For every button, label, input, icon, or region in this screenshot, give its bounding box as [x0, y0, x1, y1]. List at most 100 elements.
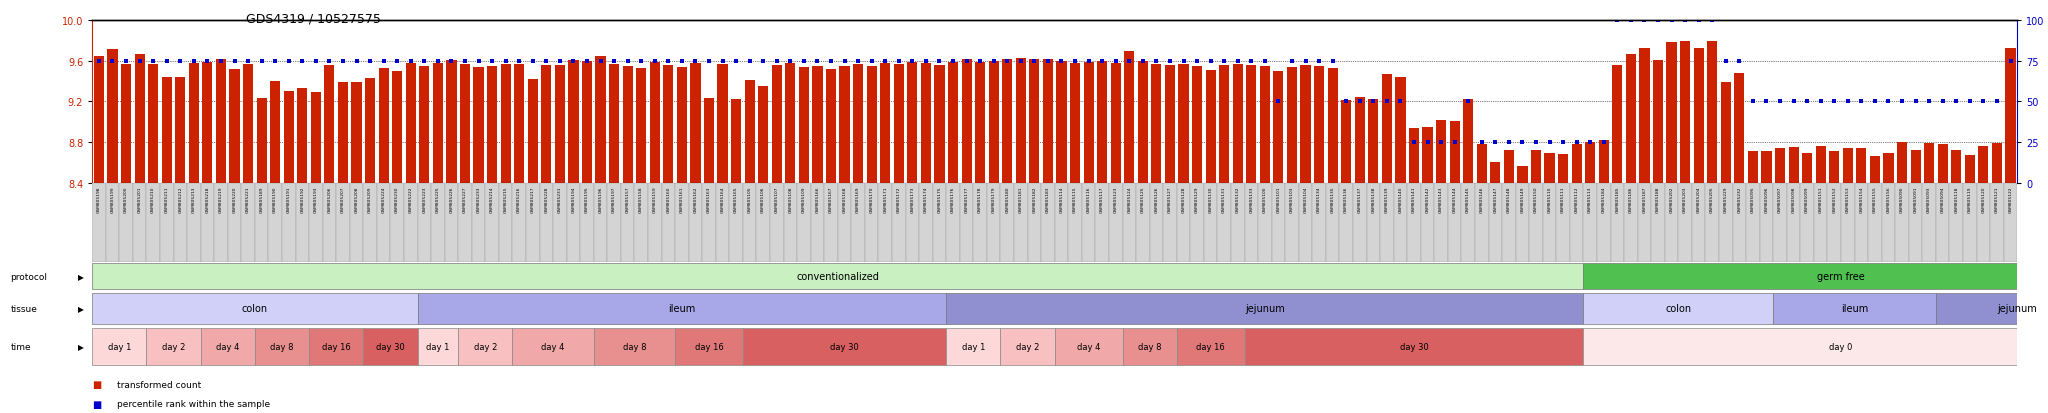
Bar [729, 184, 743, 262]
Bar [1286, 184, 1298, 262]
Bar [1571, 145, 1581, 184]
Bar [1692, 184, 1706, 262]
Text: day 16: day 16 [1196, 342, 1225, 351]
Text: day 16: day 16 [694, 342, 723, 351]
Bar [270, 82, 281, 184]
Bar [823, 184, 838, 262]
Text: GSM805178: GSM805178 [979, 186, 983, 213]
Bar [215, 59, 225, 184]
Bar [1718, 184, 1733, 262]
Bar [784, 184, 797, 262]
Bar [989, 62, 999, 184]
Text: GSM805172: GSM805172 [897, 186, 901, 213]
Bar [473, 68, 483, 184]
Bar [1733, 184, 1747, 262]
Text: GSM805133: GSM805133 [1249, 186, 1253, 213]
Text: GSM805112: GSM805112 [1575, 186, 1579, 213]
Bar [907, 62, 918, 184]
Text: GSM805215: GSM805215 [504, 186, 508, 213]
Bar [1583, 264, 2048, 290]
Bar [309, 184, 324, 262]
Text: GSM805145: GSM805145 [1466, 186, 1470, 213]
Text: GSM805186: GSM805186 [1628, 186, 1632, 213]
Bar [770, 184, 784, 262]
Text: GSM805219: GSM805219 [219, 186, 223, 213]
Bar [1001, 328, 1055, 366]
Text: GSM805163: GSM805163 [707, 186, 711, 213]
Bar [1843, 149, 1853, 184]
Text: GSM805161: GSM805161 [680, 186, 684, 213]
Text: GSM805222: GSM805222 [410, 186, 414, 213]
Bar [1407, 184, 1421, 262]
Bar [1206, 71, 1217, 184]
Bar [569, 60, 578, 184]
Bar [893, 64, 903, 184]
Text: day 4: day 4 [541, 342, 565, 351]
Text: GSM805206: GSM805206 [328, 186, 332, 213]
Text: GSM805202: GSM805202 [1669, 186, 1673, 213]
Bar [1747, 184, 1759, 262]
Text: GSM805100: GSM805100 [1264, 186, 1268, 213]
Bar [637, 69, 647, 184]
Bar [702, 184, 717, 262]
Bar [145, 184, 160, 262]
Bar [500, 64, 510, 184]
Text: colon: colon [242, 304, 268, 314]
Text: GSM805185: GSM805185 [1616, 186, 1620, 213]
Bar [1776, 149, 1786, 184]
Bar [1300, 66, 1311, 184]
Bar [1165, 66, 1176, 184]
Bar [362, 184, 377, 262]
Bar [664, 66, 674, 184]
Bar [1313, 184, 1325, 262]
Bar [705, 99, 715, 184]
Bar [1423, 128, 1434, 184]
Bar [201, 328, 254, 366]
Text: GSM805190: GSM805190 [272, 186, 276, 213]
Bar [1950, 184, 1964, 262]
Bar [1894, 184, 1909, 262]
Text: GSM805159: GSM805159 [653, 186, 657, 213]
Text: GSM805182: GSM805182 [1032, 186, 1036, 213]
Bar [1788, 148, 1798, 184]
Bar [1354, 184, 1366, 262]
Text: GSM805155: GSM805155 [1874, 186, 1876, 213]
Bar [268, 184, 283, 262]
Text: ■: ■ [92, 379, 102, 389]
Text: GSM805209: GSM805209 [369, 186, 373, 213]
Bar [1952, 150, 1962, 184]
Text: GSM805164: GSM805164 [721, 186, 725, 213]
Text: ▶: ▶ [78, 342, 84, 351]
Text: GSM805101: GSM805101 [1276, 186, 1280, 213]
Bar [690, 64, 700, 184]
Text: GSM805143: GSM805143 [1440, 186, 1444, 213]
Bar [1923, 184, 1935, 262]
Bar [1286, 68, 1296, 184]
Bar [147, 64, 158, 184]
Text: GSM805151: GSM805151 [1819, 186, 1823, 213]
Bar [1610, 184, 1624, 262]
Text: GSM805111: GSM805111 [1561, 186, 1565, 213]
Text: GSM805173: GSM805173 [911, 186, 913, 213]
Bar [1993, 144, 2003, 184]
Bar [758, 87, 768, 184]
Bar [647, 184, 662, 262]
Bar [92, 264, 1583, 290]
Bar [946, 184, 961, 262]
Bar [1042, 59, 1053, 184]
Text: GSM805168: GSM805168 [842, 186, 846, 213]
Text: GSM805187: GSM805187 [1642, 186, 1647, 213]
Text: GSM805106: GSM805106 [762, 186, 766, 213]
Text: GSM805121: GSM805121 [1995, 186, 1999, 213]
Bar [1462, 184, 1475, 262]
Text: day 1: day 1 [963, 342, 985, 351]
Bar [1599, 141, 1610, 184]
Text: GSM805105: GSM805105 [748, 186, 752, 213]
Bar [1516, 184, 1530, 262]
Text: GSM805184: GSM805184 [1602, 186, 1606, 213]
Bar [1556, 184, 1571, 262]
Bar [567, 184, 580, 262]
Bar [1774, 293, 1935, 325]
Bar [893, 184, 905, 262]
Bar [256, 99, 266, 184]
